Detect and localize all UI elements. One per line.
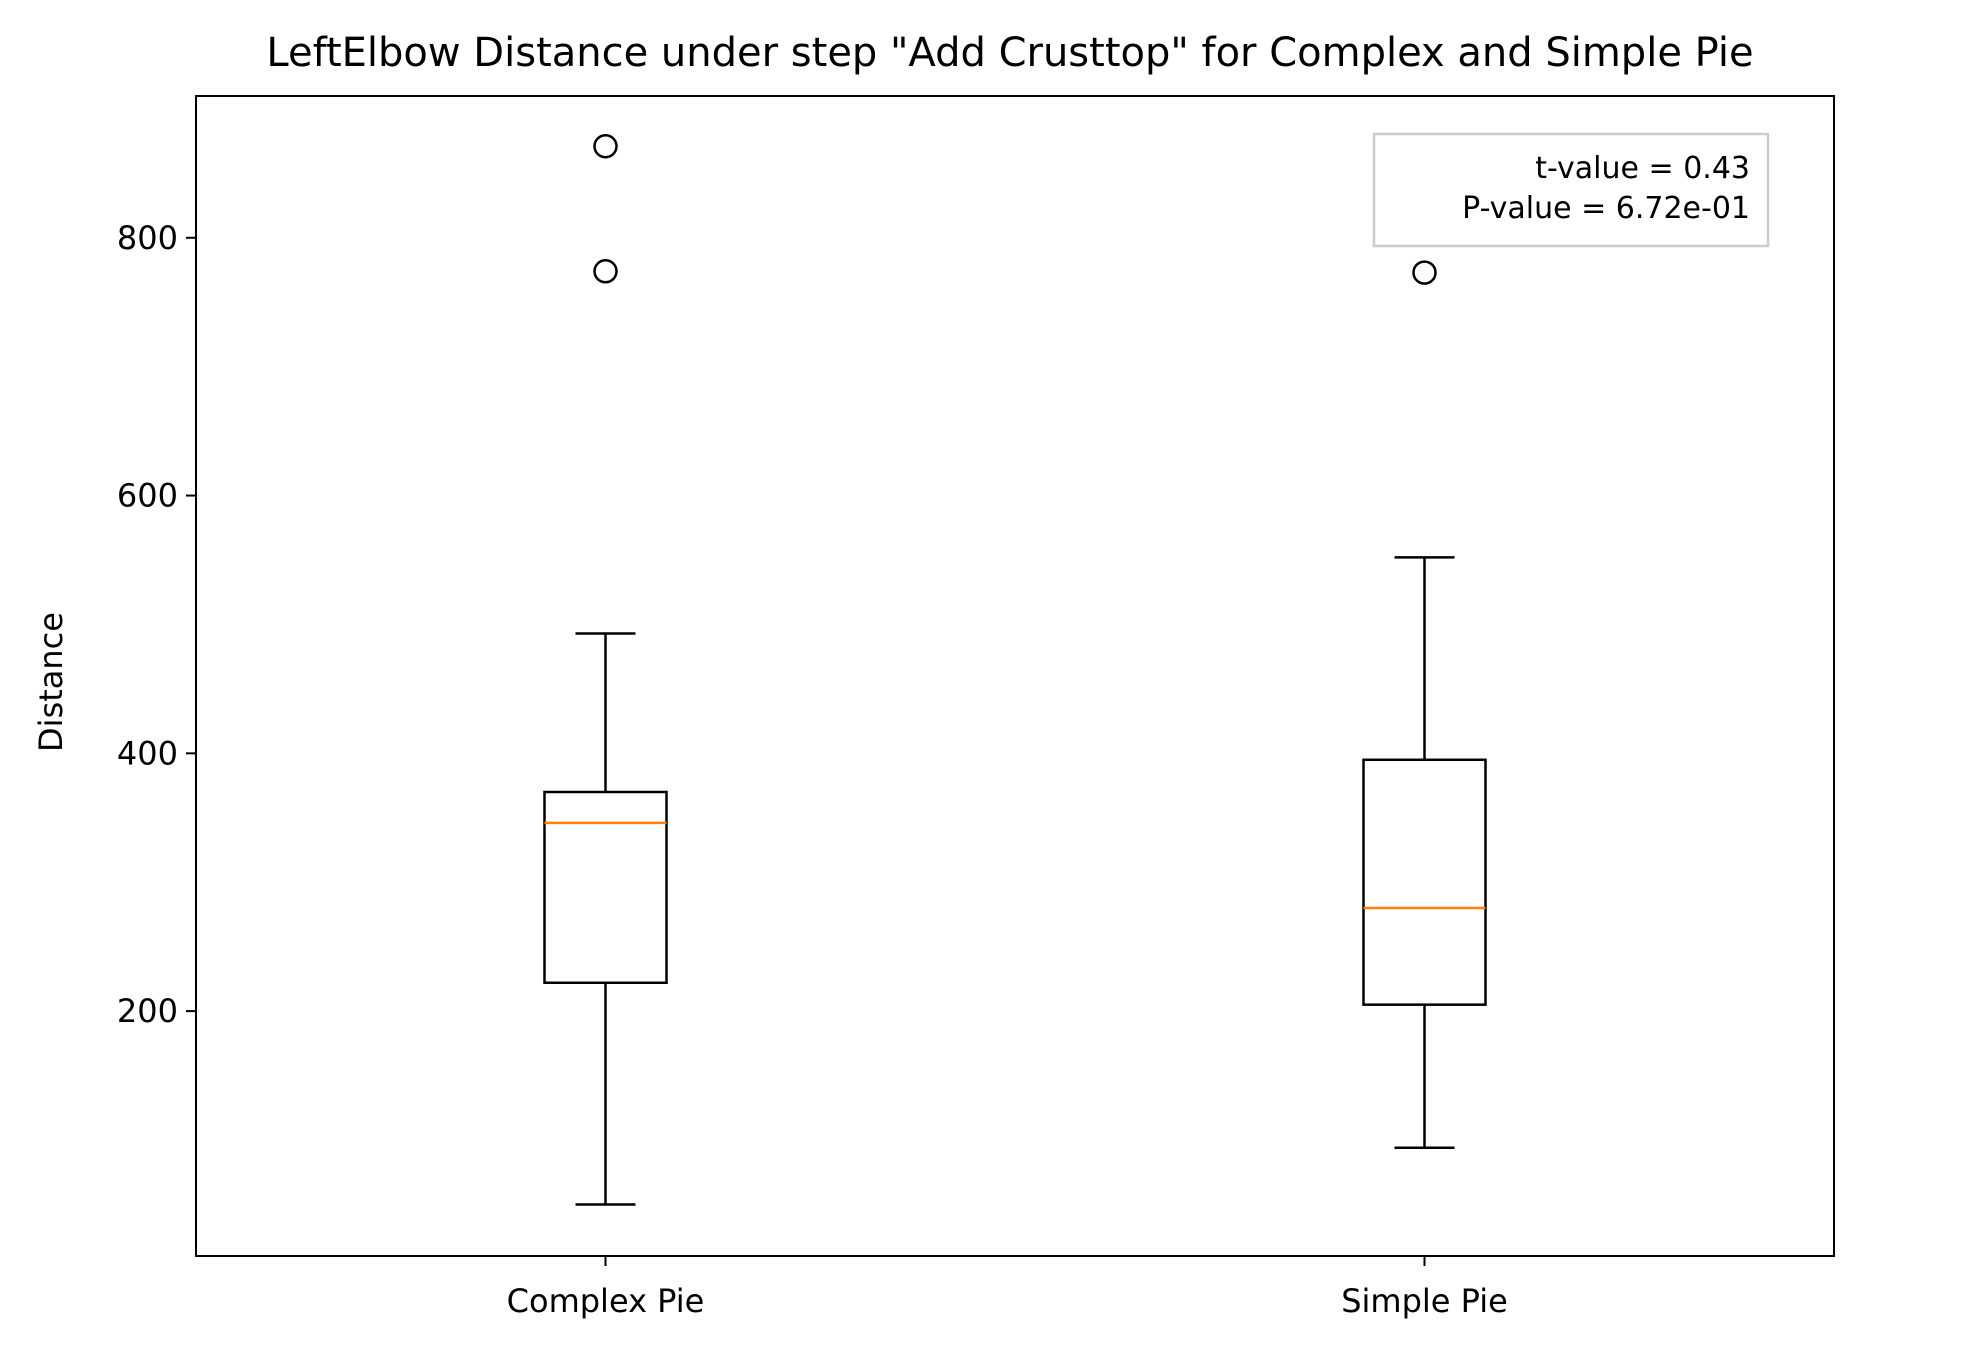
chart-title: LeftElbow Distance under step "Add Crust… <box>266 30 1753 76</box>
y-tick-label: 400 <box>117 734 178 772</box>
annotation-line: P-value = 6.72e-01 <box>1462 191 1750 226</box>
iqr-box <box>1362 758 1487 1006</box>
plot-marks: 200 400 600 800 Complex Pie Simple Pie <box>117 134 1508 1320</box>
y-axis-label: Distance <box>32 612 70 752</box>
outlier-point <box>593 259 618 284</box>
annotation-frame <box>1372 132 1770 248</box>
plot-frame <box>195 95 1835 1257</box>
x-tick-label: Complex Pie <box>507 1282 705 1320</box>
outlier-point <box>593 134 618 159</box>
outlier-point <box>1412 260 1437 285</box>
stats-annotation: t-value = 0.43 P-value = 6.72e-01 <box>1372 132 1770 248</box>
x-tick-label: Simple Pie <box>1341 1282 1508 1320</box>
annotation-line: t-value = 0.43 <box>1535 151 1750 186</box>
iqr-box <box>543 790 668 985</box>
box-plot-complex-pie <box>543 134 668 1206</box>
y-tick-label: 800 <box>117 219 178 257</box>
y-tick-label: 600 <box>117 477 178 515</box>
box-plot-simple-pie <box>1362 260 1487 1149</box>
y-tick-label: 200 <box>117 992 178 1030</box>
